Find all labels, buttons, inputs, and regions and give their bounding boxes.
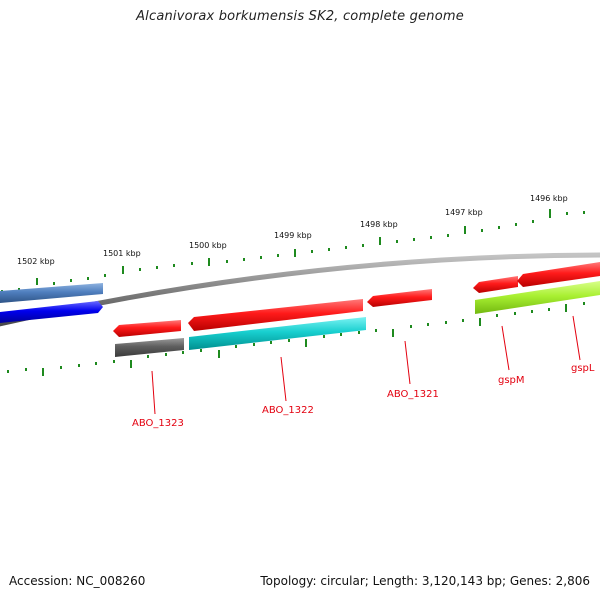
gene-arrow-red-2 — [188, 299, 363, 331]
ruler-label-1499: 1499 kbp — [274, 231, 312, 240]
leader-gspm — [501, 325, 510, 371]
gene-block-gray — [115, 338, 184, 357]
leader-abo-1322 — [280, 356, 287, 402]
gene-label-gspl: gspL — [571, 363, 595, 374]
gene-arrow-red-1 — [113, 320, 181, 337]
gene-label-abo-1321: ABO_1321 — [387, 389, 439, 400]
gene-arrow-red-5 — [517, 262, 600, 287]
gene-block-lime — [475, 281, 600, 314]
leader-abo-1321 — [404, 340, 411, 385]
ruler-label-1497: 1497 kbp — [445, 208, 483, 217]
leader-abo-1323 — [151, 370, 156, 415]
ruler-label-1502: 1502 kbp — [17, 257, 55, 266]
inner-ruler — [7, 302, 585, 376]
ruler-label-1501: 1501 kbp — [103, 249, 141, 258]
gene-label-abo-1323: ABO_1323 — [132, 418, 184, 429]
gene-arrow-red-4 — [473, 276, 518, 293]
topology-text: Topology: circular; Length: 3,120,143 bp… — [260, 574, 590, 588]
gene-arrow-red-3 — [367, 289, 432, 307]
gene-arrow-blue — [0, 301, 103, 323]
ruler-label-1496: 1496 kbp — [530, 194, 568, 203]
accession-text: Accession: NC_008260 — [9, 574, 146, 588]
map-title: Alcanivorax borkumensis SK2, complete ge… — [136, 9, 464, 24]
gene-label-abo-1322: ABO_1322 — [262, 405, 314, 416]
ruler-label-1500: 1500 kbp — [189, 241, 227, 250]
gene-block-cyan — [189, 317, 366, 350]
leader-gspl — [572, 315, 581, 361]
gene-label-gspm: gspM — [498, 375, 525, 386]
gene-block-steel — [0, 283, 103, 303]
ruler-label-1498: 1498 kbp — [360, 220, 398, 229]
outer-ruler — [1, 209, 585, 293]
